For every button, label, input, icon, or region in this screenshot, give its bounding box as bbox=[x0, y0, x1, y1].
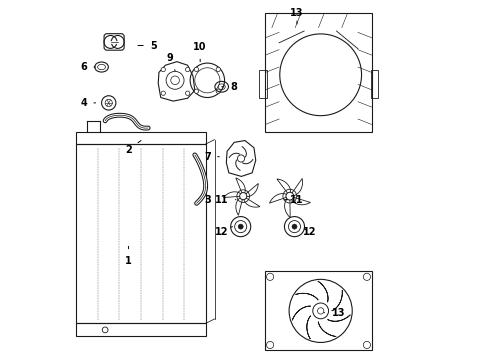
Text: 6: 6 bbox=[80, 62, 96, 72]
Circle shape bbox=[161, 67, 166, 72]
Text: 12: 12 bbox=[303, 227, 317, 237]
Text: 7: 7 bbox=[204, 152, 220, 162]
Circle shape bbox=[318, 308, 324, 314]
Text: 11: 11 bbox=[285, 195, 304, 205]
Text: 3: 3 bbox=[204, 187, 211, 205]
Circle shape bbox=[286, 192, 294, 200]
Text: 2: 2 bbox=[125, 140, 141, 154]
Circle shape bbox=[186, 67, 190, 72]
Text: 12: 12 bbox=[215, 226, 232, 237]
Bar bbox=[76, 132, 205, 144]
Circle shape bbox=[195, 89, 198, 93]
Circle shape bbox=[238, 224, 243, 229]
Text: 9: 9 bbox=[166, 53, 175, 71]
Circle shape bbox=[161, 91, 166, 95]
Circle shape bbox=[216, 89, 220, 93]
Text: 1: 1 bbox=[125, 246, 132, 266]
Circle shape bbox=[216, 67, 220, 72]
Text: 11: 11 bbox=[215, 195, 236, 205]
Bar bbox=[76, 323, 205, 336]
Circle shape bbox=[186, 91, 190, 95]
Bar bbox=[265, 13, 372, 132]
Text: 13: 13 bbox=[290, 8, 304, 24]
Text: 5: 5 bbox=[138, 41, 157, 50]
Bar bbox=[76, 144, 205, 323]
Circle shape bbox=[240, 193, 247, 200]
Bar bbox=[259, 70, 267, 98]
Circle shape bbox=[195, 67, 198, 72]
Text: 13: 13 bbox=[324, 308, 345, 318]
Text: 10: 10 bbox=[194, 42, 207, 62]
Text: 8: 8 bbox=[221, 82, 238, 92]
Bar bbox=[265, 271, 372, 350]
Text: 4: 4 bbox=[80, 98, 96, 108]
Circle shape bbox=[292, 224, 297, 229]
Bar bbox=[370, 70, 378, 98]
